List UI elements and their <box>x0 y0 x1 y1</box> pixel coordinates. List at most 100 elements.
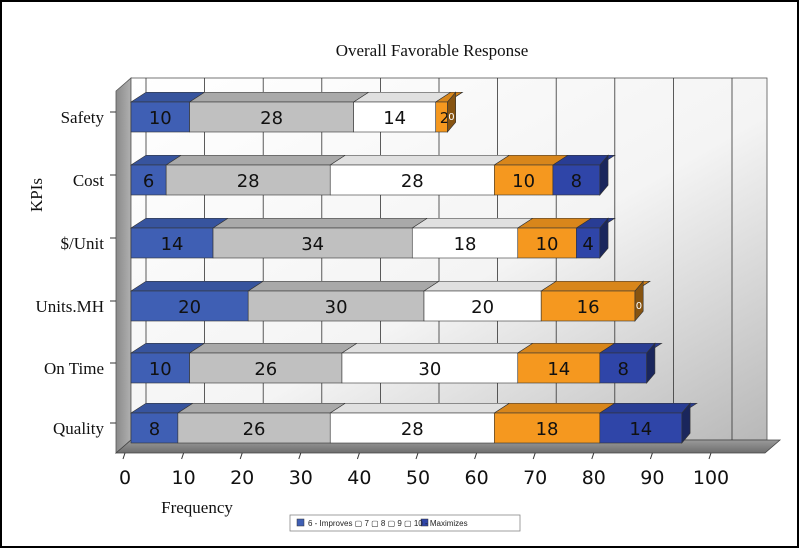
data-label-5-0: 8 <box>149 419 160 440</box>
tick-mark-90 <box>649 452 653 460</box>
chart-title: Overall Favorable Response <box>336 41 529 60</box>
data-label-1-2: 28 <box>401 171 424 192</box>
data-label-4-0: 10 <box>149 359 172 380</box>
bar-segment-0-0: 10 <box>129 91 206 133</box>
bar-segment-5-0: 8 <box>129 402 194 444</box>
tick-mark-20 <box>239 452 243 460</box>
x-tick-label-70: 70 <box>523 467 547 489</box>
data-label-0-0: 10 <box>149 108 172 129</box>
data-label-5-1: 26 <box>243 419 266 440</box>
tick-mark-0 <box>122 452 126 460</box>
bar-segment-3-0: 20 <box>129 280 265 322</box>
data-label-4-3: 14 <box>547 359 570 380</box>
legend: 6 - Improves ▢ 7 ▢ 8 ▢ 9 ▢ 10 - Maximize… <box>289 514 521 532</box>
bar-segment-1-4: 8 <box>551 154 616 196</box>
category-labels: Safety Cost $/Unit Units.MH On Time Quality <box>36 108 116 438</box>
tick-mark-100 <box>708 452 712 460</box>
bar-segment-5-2: 28 <box>329 402 511 444</box>
bar-segment-0-4: 0 <box>447 91 463 133</box>
data-label-0-3: 2 <box>440 109 450 127</box>
category-label-1: Cost <box>73 171 104 190</box>
data-label-5-2: 28 <box>401 419 424 440</box>
tick-mark-80 <box>591 452 595 460</box>
plot-area <box>114 77 782 454</box>
side-wall <box>115 77 132 454</box>
legend-box <box>289 514 521 532</box>
category-label-3: Units.MH <box>36 297 104 316</box>
data-label-1-0: 6 <box>143 171 154 192</box>
data-label-4-1: 26 <box>254 359 277 380</box>
bar-segment-0-1: 28 <box>188 91 370 133</box>
bar-segment-2-4: 4 <box>575 217 616 259</box>
bar-segment-1-2: 28 <box>329 154 511 196</box>
data-label-0-2: 14 <box>383 108 406 129</box>
bar-segment-5-3: 18 <box>493 402 616 444</box>
data-label-2-0: 14 <box>161 234 184 255</box>
x-tick-label-40: 40 <box>347 467 371 489</box>
data-label-0-4: 0 <box>448 112 454 123</box>
category-label-0: Safety <box>61 108 105 127</box>
x-tick-label-50: 50 <box>406 467 430 489</box>
bar-segment-4-2: 30 <box>340 342 534 384</box>
tick-mark-10 <box>181 452 185 460</box>
bar-segment-5-1: 26 <box>176 402 347 444</box>
data-label-0-1: 28 <box>260 108 283 129</box>
x-tick-label-90: 90 <box>640 467 664 489</box>
data-label-2-2: 18 <box>454 234 477 255</box>
x-tick-label-20: 20 <box>230 467 254 489</box>
x-tick-labels: 0 10 20 30 40 50 60 70 80 90 100 <box>119 452 729 489</box>
data-label-3-4: 0 <box>636 301 642 312</box>
x-tick-label-60: 60 <box>465 467 489 489</box>
bar-segment-4-1: 26 <box>188 342 358 384</box>
data-label-3-0: 20 <box>178 297 201 318</box>
x-axis-label: Frequency <box>161 498 233 517</box>
bar-segment-2-2: 18 <box>411 217 534 259</box>
data-label-3-2: 20 <box>471 297 494 318</box>
bar-segment-2-0: 14 <box>129 217 230 259</box>
tick-mark-40 <box>356 452 360 460</box>
category-label-5: Quality <box>53 419 104 438</box>
bar-segment-3-1: 30 <box>247 280 441 322</box>
x-tick-label-10: 10 <box>172 467 196 489</box>
data-label-5-3: 18 <box>536 419 559 440</box>
tick-mark-60 <box>474 452 478 460</box>
bar-segment-0-2: 14 <box>352 91 452 133</box>
category-label-4: On Time <box>44 359 104 378</box>
bar-segment-1-0: 6 <box>129 154 183 196</box>
x-tick-label-30: 30 <box>289 467 313 489</box>
data-label-2-1: 34 <box>301 234 324 255</box>
data-label-2-3: 10 <box>536 234 559 255</box>
tick-mark-30 <box>298 452 302 460</box>
data-label-1-3: 10 <box>512 171 535 192</box>
bar-segment-5-4: 14 <box>598 402 698 444</box>
x-tick-label-100: 100 <box>693 467 729 489</box>
bars: 10 28 14 206 28 28 10 814 34 18 10 420 30 20 16 010 26 30… <box>129 91 698 444</box>
data-label-1-1: 28 <box>237 171 260 192</box>
x-tick-label-80: 80 <box>582 467 606 489</box>
category-label-2: $/Unit <box>61 234 105 253</box>
data-label-2-4: 4 <box>582 234 593 255</box>
data-label-5-4: 14 <box>629 419 652 440</box>
bar-segment-2-1: 34 <box>212 217 429 259</box>
data-label-3-3: 16 <box>577 297 600 318</box>
x-tick-label-0: 0 <box>119 467 131 489</box>
data-label-3-1: 30 <box>325 297 348 318</box>
bar-segment-3-2: 20 <box>422 280 558 322</box>
back-wall <box>130 77 768 441</box>
bar-segment-4-4: 8 <box>598 342 663 384</box>
tick-mark-50 <box>415 452 419 460</box>
legend-swatch-6 <box>296 518 305 527</box>
legend-label: 6 - Improves ▢ 7 ▢ 8 ▢ 9 ▢ 10 - Maximize… <box>308 519 468 528</box>
bar-segment-3-4: 0 <box>634 280 651 322</box>
y-axis-label: KPIs <box>27 178 46 212</box>
bar-segment-1-1: 28 <box>165 154 347 196</box>
bar-segment-1-3: 10 <box>493 154 569 196</box>
data-label-4-4: 8 <box>618 359 629 380</box>
bar-segment-3-3: 16 <box>540 280 651 322</box>
bar-segment-4-0: 10 <box>129 342 206 384</box>
data-label-1-4: 8 <box>571 171 582 192</box>
legend-swatch-10 <box>420 518 429 527</box>
tick-mark-70 <box>532 452 536 460</box>
data-label-4-2: 30 <box>418 359 441 380</box>
